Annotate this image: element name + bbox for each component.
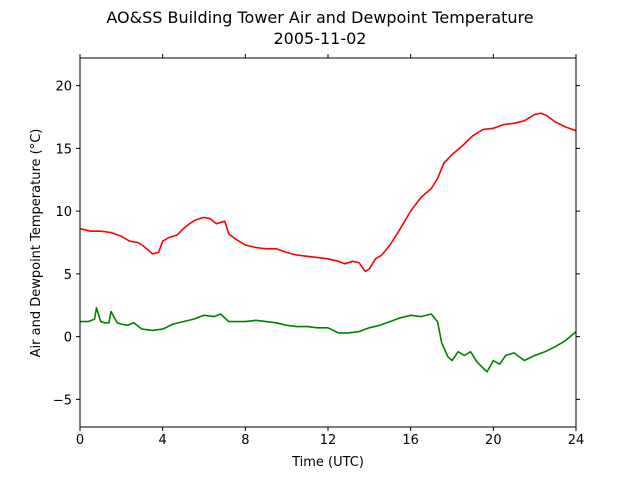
x-tick-label: 8: [241, 433, 249, 448]
series-line-2: [80, 306, 577, 373]
y-axis-label: Air and Dewpoint Temperature (°C): [29, 129, 44, 358]
y-tick-label: 5: [64, 268, 72, 283]
x-tick-label: 0: [76, 433, 84, 448]
x-axis-label: Time (UTC): [291, 455, 364, 470]
y-tick-label: −5: [53, 393, 72, 408]
x-tick-label: 24: [568, 433, 585, 448]
x-tick-label: 20: [485, 433, 502, 448]
y-tick-label: 0: [64, 331, 72, 346]
y-tick-label: 10: [55, 205, 72, 220]
y-axis: −5 0 5 10 15 20: [53, 80, 580, 408]
series-layer: [79, 112, 577, 373]
chart-subtitle: 2005-11-02: [273, 29, 367, 48]
plot-frame: [79, 57, 577, 428]
chart-title: AO&SS Building Tower Air and Dewpoint Te…: [106, 8, 534, 27]
series-line-1: [79, 112, 577, 273]
y-tick-label: 20: [55, 80, 72, 95]
y-tick-label: 15: [55, 142, 72, 157]
x-tick-label: 4: [159, 433, 167, 448]
x-tick-label: 16: [402, 433, 419, 448]
x-axis: 0 4 8 12 16 20 24: [76, 54, 584, 448]
x-tick-label: 12: [320, 433, 337, 448]
